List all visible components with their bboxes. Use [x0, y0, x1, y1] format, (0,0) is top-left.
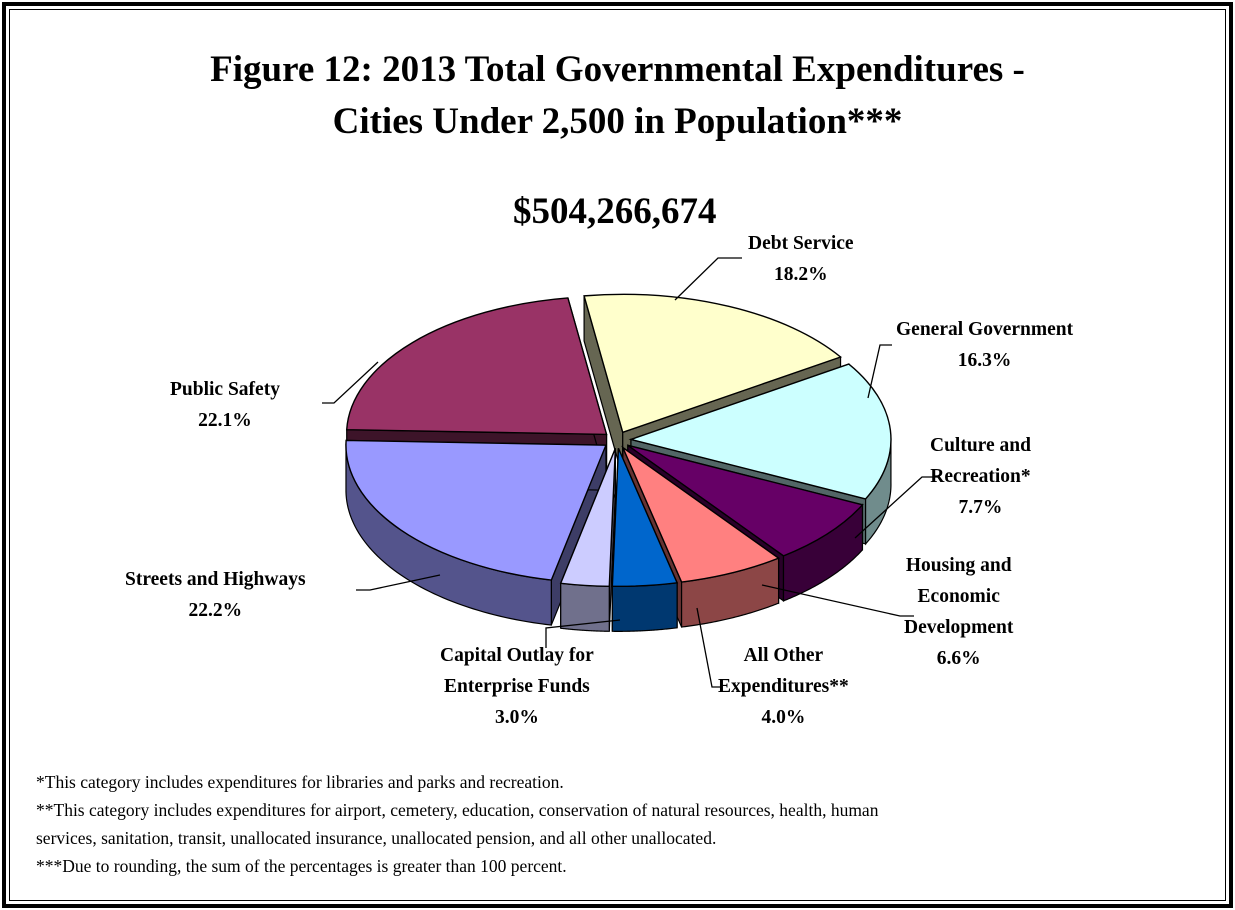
slice-percent: 7.7%: [958, 497, 1003, 518]
footnote-2: **This category includes expenditures fo…: [36, 800, 879, 820]
pie-slice-8-top: [345, 297, 608, 436]
slice-label-text: Capital Outlay for: [440, 645, 594, 666]
slice-label-text: Culture and: [930, 435, 1031, 456]
slice-label-6: Capital Outlay for Enterprise Funds 3.0%: [440, 640, 594, 733]
slice-label-text: Housing and: [905, 555, 1012, 576]
slice-label-text: Debt Service: [748, 233, 854, 254]
leader-line-7: [356, 574, 441, 591]
slice-label-text: Streets and Highways: [125, 569, 306, 590]
total-expenditures: $504,266,674: [513, 191, 717, 232]
slice-label-2: General Government 16.3%: [896, 314, 1073, 376]
slice-label-3: Culture and Recreation* 7.7%: [930, 430, 1031, 523]
pie-slice-1-top: [583, 293, 842, 434]
slice-percent: 16.3%: [957, 350, 1012, 371]
pie-slice-6-top: [559, 448, 617, 588]
slice-percent: 3.0%: [494, 707, 539, 728]
slice-label-text: Public Safety: [170, 379, 280, 400]
slice-label-1: Debt Service 18.2%: [748, 228, 854, 290]
leader-line-6: [545, 619, 621, 648]
slice-label-5: All Other Expenditures** 4.0%: [718, 640, 849, 733]
pie-slice-2-top: [628, 363, 892, 500]
pie-slice-3-top: [627, 444, 864, 557]
pie-slice-7-top: [345, 439, 607, 581]
slice-label-4: Housing and Economic Development 6.6%: [904, 550, 1013, 674]
slice-percent: 6.6%: [936, 648, 981, 669]
slice-label-text: Recreation*: [930, 466, 1031, 487]
slice-label-8: Public Safety 22.1%: [170, 374, 280, 436]
leader-line-2: [867, 344, 892, 399]
pie-slice-5-top: [611, 448, 679, 588]
footnote-4: ***Due to rounding, the sum of the perce…: [36, 856, 567, 876]
footnote-3: services, sanitation, transit, unallocat…: [36, 828, 717, 848]
slice-label-text: Expenditures**: [718, 676, 849, 697]
slice-label-text: General Government: [896, 319, 1074, 340]
leader-line-4: [761, 584, 914, 617]
slice-label-7: Streets and Highways 22.2%: [125, 564, 306, 626]
chart-title-line-1: Figure 12: 2013 Total Governmental Expen…: [210, 49, 1025, 90]
slice-percent: 22.1%: [198, 410, 252, 431]
slice-label-text: All Other: [743, 645, 824, 666]
leader-line-8: [322, 361, 379, 404]
slice-label-text: Development: [904, 617, 1014, 638]
inner-frame: [9, 9, 1226, 901]
slice-percent: 18.2%: [773, 264, 828, 285]
slice-label-text: Economic: [917, 586, 1000, 607]
leader-line-5: [696, 607, 722, 688]
pie-slice-4-top: [621, 445, 781, 583]
footnote-1: *This category includes expenditures for…: [36, 772, 564, 792]
leader-line-1: [674, 257, 742, 301]
slice-percent: 4.0%: [761, 707, 806, 728]
chart-title: Figure 12: 2013 Total Governmental Expen…: [0, 44, 1235, 148]
footnotes: *This category includes expenditures for…: [36, 768, 878, 880]
chart-title-line-2: Cities Under 2,500 in Population***: [332, 101, 903, 142]
slice-label-text: Enterprise Funds: [444, 676, 590, 697]
leader-line-3: [854, 476, 940, 539]
slice-percent: 22.2%: [188, 600, 243, 621]
